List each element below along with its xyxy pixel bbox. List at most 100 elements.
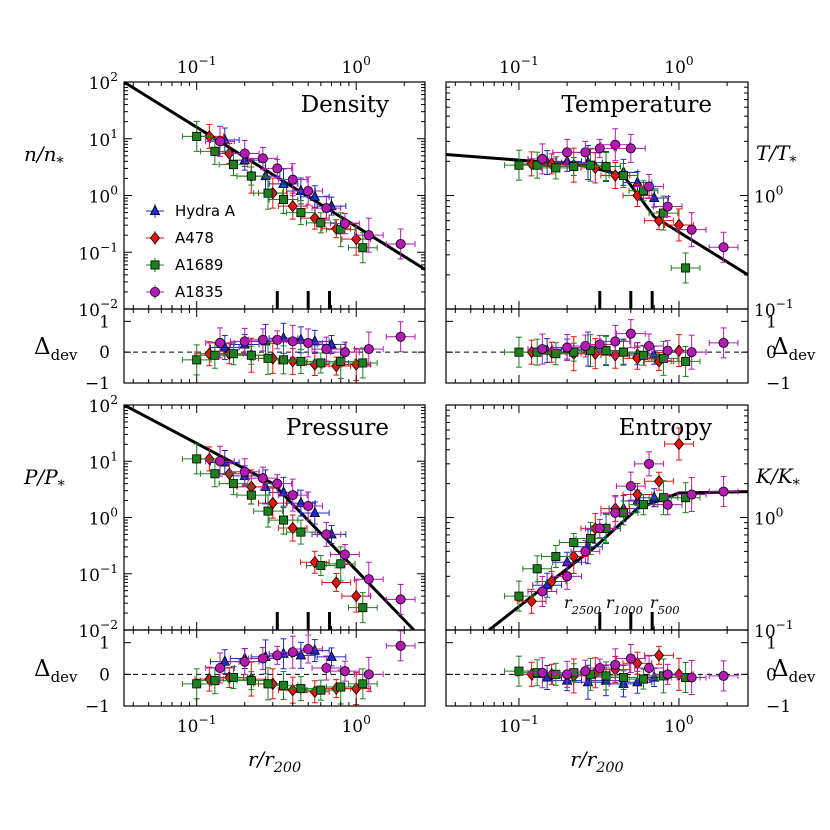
data-point [215, 136, 226, 147]
y-tick-label: 1 [99, 634, 110, 654]
panel-title: Temperature [561, 92, 712, 118]
radius-marker-label: r500 [650, 593, 680, 617]
data-point [287, 336, 298, 347]
series-a1689 [181, 666, 378, 705]
data-point [239, 466, 250, 477]
axes-frame [445, 629, 749, 707]
data-point [718, 670, 729, 681]
series-a1835 [527, 644, 739, 695]
data-point [569, 537, 579, 547]
data-point [351, 232, 362, 246]
data-point [339, 218, 350, 229]
data-point [339, 549, 350, 560]
data-point [303, 644, 314, 655]
data-point [662, 669, 673, 680]
data-point [395, 331, 406, 342]
data-point [514, 666, 524, 676]
data-point [638, 350, 648, 360]
y-tick-label: 101 [89, 127, 118, 151]
y-tick-label: 1 [99, 312, 110, 332]
data-point [287, 174, 298, 185]
data-point [618, 347, 628, 357]
data-point [551, 163, 561, 173]
data-point [246, 490, 256, 500]
plot-area [124, 405, 416, 630]
y-tick-label: 10−2 [78, 618, 118, 642]
y-tick-label: 10−1 [754, 297, 794, 321]
data-point [272, 650, 283, 661]
y-tick-label: 102 [89, 393, 118, 417]
data-point [395, 594, 406, 605]
y-tick-label: 0 [766, 665, 777, 685]
data-point [339, 347, 350, 358]
data-point [618, 171, 628, 181]
data-point [246, 676, 256, 686]
plot-area [124, 82, 425, 271]
data-point [658, 353, 668, 363]
data-point [321, 344, 332, 355]
series-a1689 [181, 341, 378, 379]
data-point [562, 571, 573, 582]
data-point [686, 347, 697, 358]
plot-area [446, 319, 748, 377]
data-point [586, 160, 596, 170]
data-point [594, 663, 605, 674]
data-point [278, 355, 288, 365]
x-tick-label: 10−1 [177, 54, 217, 78]
data-point [331, 576, 342, 589]
data-point [673, 218, 685, 232]
data-point [358, 679, 368, 689]
y-axis-label: Δdev [772, 656, 816, 686]
data-point [546, 575, 557, 588]
data-point [296, 356, 306, 366]
x-tick-label: 100 [341, 54, 370, 78]
y-tick-label: 10−1 [78, 240, 118, 264]
y-tick-label: 100 [89, 506, 118, 530]
panel-top-left: 10−2 10−1 100 101 102 Density n/n* 10−1 100 Hydra… [24, 54, 426, 321]
data-point [537, 153, 548, 164]
data-point [686, 489, 697, 500]
y-tick-label: 0 [766, 343, 777, 363]
data-point [287, 490, 298, 501]
axes-frame [123, 308, 426, 384]
data-point [625, 653, 636, 664]
panel-top-right: 10−1 100 Temperature T/T* 10−1 100 [445, 54, 797, 321]
data-point [681, 263, 691, 273]
data-point [644, 181, 655, 192]
data-point [239, 148, 250, 159]
data-point [321, 529, 332, 540]
data-point [363, 230, 374, 241]
data-point [296, 527, 306, 537]
radius-marker-label: r1000 [606, 593, 643, 617]
data-point [296, 208, 306, 218]
y-tick-label: 0 [99, 343, 110, 363]
data-point [309, 190, 321, 201]
data-point [192, 679, 202, 689]
data-point [263, 188, 273, 198]
series-a1835 [205, 445, 416, 615]
data-point [239, 336, 250, 347]
y-tick-label: 0 [99, 665, 110, 685]
data-point [246, 350, 256, 360]
data-point [644, 458, 655, 469]
data-point [192, 131, 202, 141]
data-point [303, 501, 314, 512]
data-point [686, 672, 697, 683]
plot-area [488, 427, 748, 630]
axes-frame [123, 629, 426, 707]
y-tick-label: 10−1 [754, 618, 794, 642]
y-axis-label: K/K* [755, 464, 800, 493]
data-point [537, 667, 548, 678]
data-point [594, 523, 605, 534]
data-point [316, 218, 326, 228]
panel-title: Pressure [286, 415, 389, 441]
data-point [210, 146, 220, 156]
y-tick-label: −1 [766, 374, 791, 394]
data-point [321, 663, 332, 674]
data-point [316, 358, 326, 368]
data-point [257, 153, 268, 164]
series-a1835 [527, 451, 739, 607]
y-tick-label: 10−2 [78, 297, 118, 321]
data-point [278, 680, 288, 690]
